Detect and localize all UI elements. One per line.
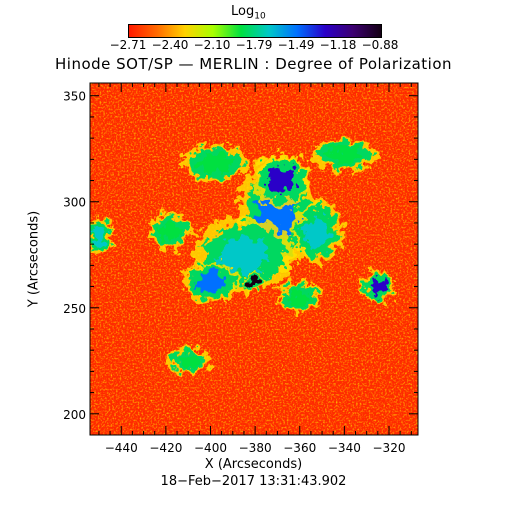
x-tick-label: −420 bbox=[149, 441, 182, 455]
x-axis-label: X (Arcseconds) bbox=[204, 457, 303, 472]
colorbar-tick-label: −1.49 bbox=[277, 38, 315, 52]
x-tick-label: −400 bbox=[194, 441, 227, 455]
y-tick-label: 350 bbox=[63, 90, 86, 104]
heatmap-region bbox=[198, 154, 232, 173]
y-tick-label: 300 bbox=[63, 196, 86, 210]
colorbar-tick-label: −1.79 bbox=[235, 38, 273, 52]
x-tick-label: −440 bbox=[105, 441, 138, 455]
colorbar-tick-label: −2.71 bbox=[109, 38, 147, 52]
plot-frame bbox=[89, 82, 419, 436]
heatmap-region bbox=[219, 236, 269, 274]
colorbar-tick-label: −2.40 bbox=[151, 38, 189, 52]
heatmap-region bbox=[369, 278, 387, 295]
colorbar-label-sub: 10 bbox=[254, 11, 266, 22]
colorbar-label: Log10 bbox=[231, 4, 266, 22]
chart-title: Hinode SOT/SP — MERLIN : Degree of Polar… bbox=[55, 55, 452, 73]
colorbar-tick-labels: −2.71 −2.40 −2.10 −1.79 −1.49 −1.18 −0.88 bbox=[0, 38, 507, 54]
colorbar bbox=[128, 24, 382, 38]
colorbar-label-main: Log bbox=[231, 4, 255, 19]
heatmap-region bbox=[288, 289, 311, 306]
colorbar-tick-label: −2.10 bbox=[193, 38, 231, 52]
heatmap-region bbox=[327, 147, 361, 163]
x-tick-label: −320 bbox=[373, 441, 406, 455]
heatmap-region bbox=[268, 167, 296, 194]
x-tick-label: −380 bbox=[239, 441, 272, 455]
heatmap-region bbox=[196, 271, 225, 293]
colorbar-tick-label: −0.88 bbox=[361, 38, 399, 52]
x-tick-label: −340 bbox=[328, 441, 361, 455]
timestamp: 18−Feb−2017 13:31:43.902 bbox=[160, 474, 347, 489]
heatmap-region bbox=[159, 222, 182, 241]
x-tick-label: −360 bbox=[283, 441, 316, 455]
heatmap-region bbox=[177, 354, 200, 368]
y-tick-label: 250 bbox=[63, 302, 86, 316]
colorbar-tick-label: −1.18 bbox=[319, 38, 357, 52]
heatmap-region bbox=[92, 226, 106, 245]
y-tick-label: 200 bbox=[63, 408, 86, 422]
heatmap-region bbox=[305, 215, 331, 248]
y-axis-label: Y (Arcseconds) bbox=[26, 210, 42, 308]
heatmap-region bbox=[249, 277, 261, 288]
